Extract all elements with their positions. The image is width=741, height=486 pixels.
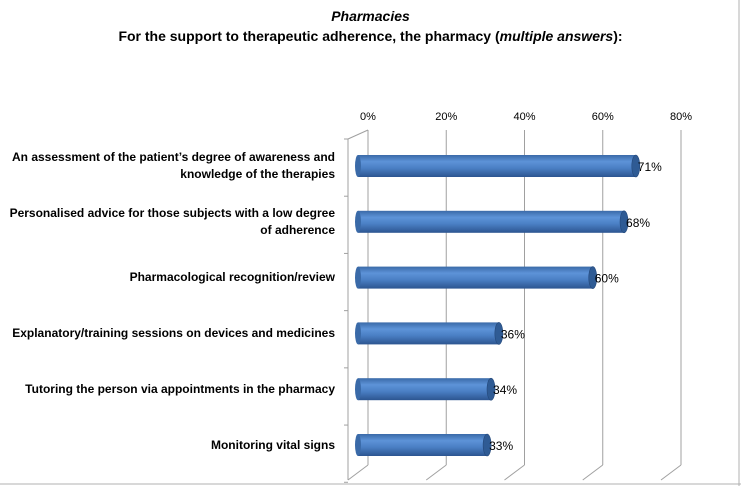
x-tick-label: 20% xyxy=(435,111,457,123)
floor-gridline xyxy=(582,464,604,481)
category-label-line: Personalised advice for those subjects w… xyxy=(9,205,335,220)
category-label: Monitoring vital signs xyxy=(0,437,335,454)
x-tick-label: 0% xyxy=(360,111,376,123)
data-label: 36% xyxy=(501,327,525,341)
category-label-line: knowledge of the therapies xyxy=(180,167,335,181)
bar-left-cap xyxy=(355,434,361,456)
floor-gridline xyxy=(504,464,525,481)
x-tick-label: 40% xyxy=(513,111,535,123)
bar-end-cap xyxy=(494,322,504,345)
category-label: Personalised advice for those subjects w… xyxy=(0,205,335,239)
bar-end-cap xyxy=(588,266,598,289)
category-label-line: Pharmacological recognition/review xyxy=(129,270,335,285)
category-label: An assessment of the patient’s degree of… xyxy=(0,149,335,183)
category-label: Explanatory/training sessions on devices… xyxy=(0,325,335,342)
bar-left-cap xyxy=(355,266,361,289)
bar xyxy=(358,434,488,456)
subtitle-emphasis: multiple answers xyxy=(499,28,614,44)
data-label: 71% xyxy=(638,160,662,174)
bar xyxy=(358,322,499,345)
data-label: 34% xyxy=(493,383,517,397)
x-tick-label: 80% xyxy=(670,111,692,123)
chart-subtitle: For the support to therapeutic adherence… xyxy=(0,28,741,44)
bar-left-cap xyxy=(355,322,361,345)
bar-end-cap xyxy=(482,433,492,457)
chart-title: Pharmacies xyxy=(331,8,410,24)
bar-end-cap xyxy=(486,377,496,401)
x-tick-label: 60% xyxy=(592,111,614,123)
floor-gridline xyxy=(425,464,447,481)
bar-end-cap xyxy=(619,210,629,234)
bar-left-cap xyxy=(355,378,361,401)
bar xyxy=(358,210,625,233)
bar-left-cap xyxy=(355,155,361,177)
bar xyxy=(358,155,636,177)
subtitle-part: For the support to therapeutic adherence… xyxy=(118,28,500,44)
category-label-line: Tutoring the person via appointments in … xyxy=(25,381,335,396)
data-label: 33% xyxy=(489,439,513,453)
category-label: Tutoring the person via appointments in … xyxy=(0,381,335,398)
category-label-line: Monitoring vital signs xyxy=(210,437,335,452)
floor-gridline xyxy=(347,464,369,481)
bar xyxy=(358,266,593,289)
category-label-line: Explanatory/training sessions on devices… xyxy=(12,325,335,340)
category-label-line: An assessment of the patient’s degree of… xyxy=(12,150,335,164)
floor-gridline xyxy=(660,464,682,481)
bar xyxy=(358,378,492,401)
data-label: 60% xyxy=(595,272,619,286)
bar-left-cap xyxy=(355,210,361,233)
category-label: Pharmacological recognition/review xyxy=(0,269,335,286)
subtitle-part: ): xyxy=(613,28,623,44)
category-label-line: of adherence xyxy=(260,222,335,237)
axis-corner xyxy=(347,129,369,140)
data-label: 68% xyxy=(626,216,650,230)
bar-end-cap xyxy=(631,154,641,178)
